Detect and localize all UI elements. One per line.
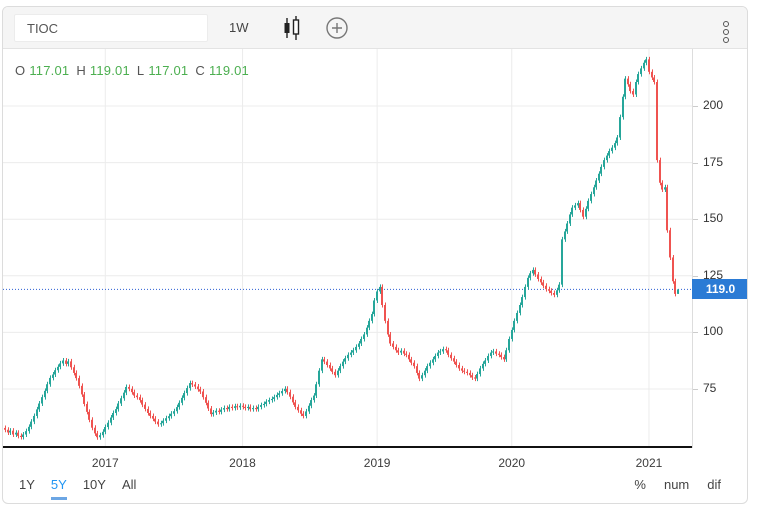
interval-label: 1W [229,20,249,35]
price-tick-label: 200 [703,98,724,112]
mode-selector: % num dif [616,477,721,492]
year-label: 2020 [498,456,526,470]
year-label: 2019 [363,456,391,470]
open-value: 117.01 [29,63,70,78]
kebab-dot [723,29,729,35]
range-tab-all[interactable]: All [121,477,137,492]
gridlines [3,49,693,448]
plot-area [3,49,693,448]
price-tick-label: 150 [703,211,724,226]
price-tick-dash [693,332,698,334]
kebab-dot [723,21,729,27]
range-tab-5y[interactable]: 5Y [50,477,67,500]
candlestick-style-icon[interactable] [281,15,305,46]
chart-toolbar: 1W [3,7,747,49]
range-selector: 1Y 5Y 10Y All [19,477,152,500]
low-label: L [136,63,145,78]
ticker-input[interactable] [14,14,208,42]
price-axis[interactable]: 75 100 125 150 175 200 [692,49,747,448]
year-label: 2018 [229,456,256,470]
candlestick-chart[interactable] [3,49,693,448]
range-tab-10y[interactable]: 10Y [82,477,106,492]
high-value: 119.01 [89,63,130,78]
x-axis-line [3,446,695,448]
kebab-dot [723,37,729,43]
mode-toggle-percent[interactable]: % [634,477,646,492]
range-tab-1y[interactable]: 1Y [19,477,35,492]
current-price-label: 119.0 [692,279,747,300]
add-circle-icon[interactable] [325,16,349,45]
low-value: 117.01 [148,63,189,78]
price-tick-label: 100 [703,324,724,339]
mode-toggle-num[interactable]: num [663,477,690,492]
price-tick-dash [693,219,698,221]
x-axis-labels: 2017 2018 2019 2020 2021 [3,456,693,472]
price-tick-dash [693,162,698,164]
open-label: O [15,63,26,78]
mode-toggle-dif[interactable]: dif [707,477,721,492]
close-value: 119.01 [208,63,249,78]
price-tick-dash [693,389,698,390]
year-label: 2017 [91,456,119,470]
year-label: 2021 [635,456,663,470]
price-tick-label: 175 [703,154,724,169]
kebab-menu-icon[interactable] [719,19,733,43]
price-tick-dash [693,106,698,107]
candlestick-series [4,56,679,440]
ohlc-legend: O 117.01 H 119.01 L 117.01 C 119.01 [15,63,256,78]
close-label: C [195,63,205,78]
high-label: H [76,63,86,78]
price-tick-label: 75 [703,381,717,395]
price-tick-label: 125 [703,267,724,282]
price-tick-dash [693,275,698,277]
chart-widget-card: 1W [2,6,748,504]
